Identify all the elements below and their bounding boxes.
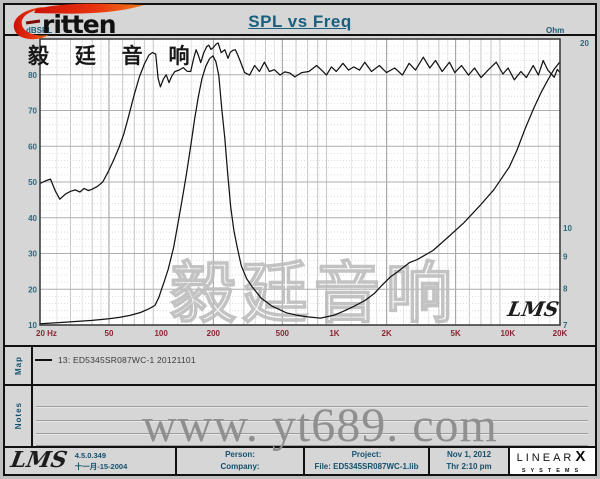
legend-line-sample-icon bbox=[35, 359, 52, 361]
legend-row: Map 13: ED5345SR087WC-1 20121101 bbox=[5, 345, 595, 384]
x-tick-label: 20 Hz bbox=[36, 329, 57, 338]
app-version-date: 十一月-15-2004 bbox=[74, 462, 128, 471]
footer-person-cell: Person: Company: bbox=[175, 448, 303, 474]
brand-wordmark: ritten bbox=[42, 10, 117, 39]
report-time: Thr 2:10 pm bbox=[446, 462, 492, 471]
y-right-tick-label: 9 bbox=[563, 253, 568, 262]
page-title: SPL vs Freq bbox=[248, 12, 352, 31]
footer-lms-cell: LMS 4.5.0.349 十一月-15-2004 bbox=[5, 447, 175, 474]
footer-project-cell: Project: File: ED5345SR087WC-1.lib bbox=[303, 448, 428, 474]
y-left-tick-label: 80 bbox=[28, 71, 37, 80]
x-tick-label: 100 bbox=[154, 329, 168, 338]
notes-ruled-line bbox=[36, 433, 588, 435]
x-tick-label: 20K bbox=[553, 329, 568, 338]
x-tick-label: 500 bbox=[276, 329, 290, 338]
axis-labels: 20 Hz 50 100 200 500 1K 2K 5K 10K 20K 80 70 60 50 40 30… bbox=[26, 26, 589, 338]
y-left-tick-label: 20 bbox=[28, 285, 37, 294]
person-label: Person: bbox=[225, 450, 255, 460]
project-label: Project: bbox=[351, 450, 382, 460]
file-label: File: ED5345SR087WC-1.lib bbox=[314, 462, 419, 471]
title-separator bbox=[5, 34, 595, 36]
grid-lines bbox=[40, 39, 560, 325]
legend-entry: 13: ED5345SR087WC-1 20121101 bbox=[35, 355, 196, 365]
y-right-tick-label: 8 bbox=[563, 285, 568, 294]
chart-watermark: 毅廷音响 bbox=[170, 256, 458, 330]
company-label: Company: bbox=[220, 462, 260, 471]
linearx-logo: LINEAR X bbox=[517, 446, 589, 468]
y-left-tick-label: 60 bbox=[28, 142, 37, 151]
brand-chinese-text: 毅 廷 音 响 bbox=[28, 45, 200, 68]
footer-version-block: 4.5.0.349 十一月-15-2004 bbox=[75, 450, 128, 473]
y-left-axis-title: dBSPL bbox=[26, 26, 52, 35]
x-tick-label: 50 bbox=[105, 329, 114, 338]
notes-ruled-line bbox=[36, 420, 588, 422]
y-right-tick-label: 20 bbox=[580, 39, 589, 48]
app-version: 4.5.0.349 bbox=[74, 450, 106, 460]
notes-ruled-line bbox=[36, 406, 588, 408]
x-tick-label: 10K bbox=[500, 329, 515, 338]
eritten-swoosh-icon bbox=[13, 3, 144, 40]
x-tick-label: 1K bbox=[329, 329, 339, 338]
lms-chart-signature: LMS bbox=[505, 297, 561, 321]
x-tick-label: 200 bbox=[207, 329, 221, 338]
footer-linearx-cell: LINEAR X SYSTEMS bbox=[508, 448, 595, 474]
series-impedance bbox=[39, 55, 561, 325]
linearx-systems-text: SYSTEMS bbox=[521, 468, 584, 475]
y-left-tick-label: 50 bbox=[28, 178, 37, 187]
y-right-axis-title: Ohm bbox=[546, 26, 564, 35]
footer-datetime-cell: Nov 1, 2012 Thr 2:10 pm bbox=[428, 448, 508, 474]
y-left-tick-label: 40 bbox=[28, 214, 37, 223]
notes-row-label-cell: Notes bbox=[5, 386, 33, 446]
lms-logo: LMS bbox=[8, 447, 70, 474]
footer-bar: LMS 4.5.0.349 十一月-15-2004 Person: Compan… bbox=[5, 446, 595, 474]
x-tick-label: 2K bbox=[382, 329, 392, 338]
title-bar: SPL vs Freq bbox=[5, 5, 595, 34]
linearx-word: LINEAR bbox=[516, 451, 575, 464]
legend-row-label-cell: Map bbox=[5, 347, 33, 384]
y-right-tick-label: 10 bbox=[563, 224, 572, 233]
y-left-tick-label: 10 bbox=[28, 321, 37, 330]
x-tick-label: 5K bbox=[451, 329, 461, 338]
y-left-tick-label: 70 bbox=[28, 107, 37, 116]
linearx-x: X bbox=[575, 447, 589, 465]
report-date: Nov 1, 2012 bbox=[446, 450, 492, 460]
eritten-logo: ritten bbox=[6, 3, 156, 43]
plot-border bbox=[39, 38, 561, 326]
series-spl bbox=[39, 42, 561, 200]
y-right-tick-label: 7 bbox=[563, 321, 568, 330]
y-left-tick-label: 30 bbox=[28, 250, 37, 259]
legend-entry-label: 13: ED5345SR087WC-1 20121101 bbox=[58, 355, 196, 365]
